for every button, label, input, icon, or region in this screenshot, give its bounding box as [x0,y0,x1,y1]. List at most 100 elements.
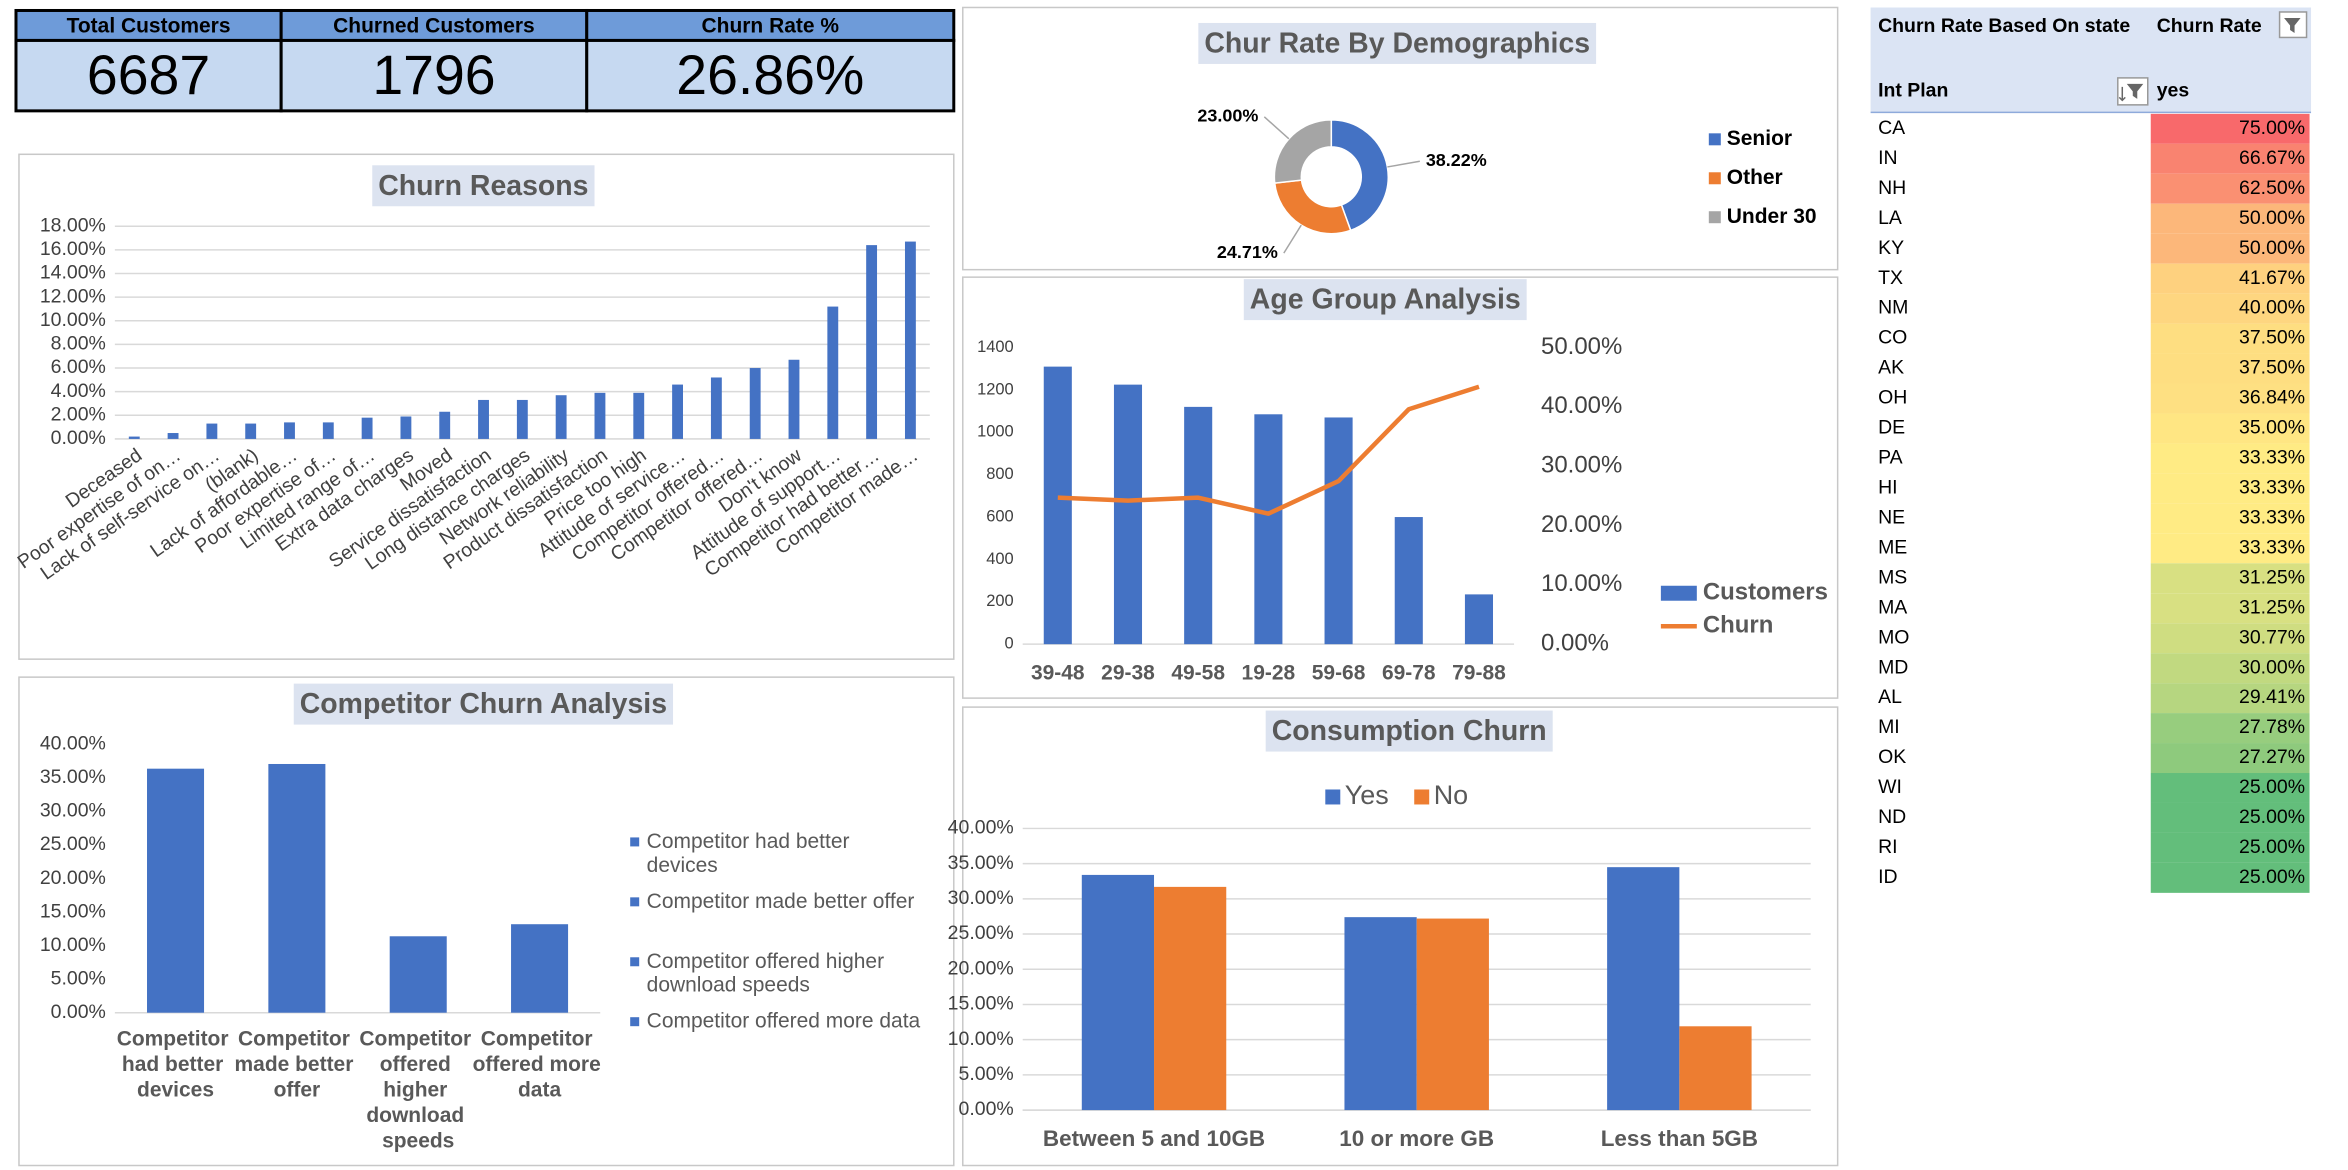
bar [322,422,334,439]
table-subheader: yes [2157,80,2190,102]
x-tick-label: Competitor made better offer [235,1027,360,1101]
state-cell: MI [1878,716,1900,738]
chart-title-bg [293,683,674,725]
state-cell: ND [1878,806,1906,828]
bar [904,241,916,439]
state-cell: ME [1878,536,1907,558]
bar [749,368,761,439]
table-subheader: Int Plan [1878,80,1948,102]
rate-cell: 27.78% [2239,716,2305,738]
heat-cell [2150,802,2310,833]
state-cell: AL [1878,686,1902,708]
y-tick-label: 14.00% [40,262,106,284]
rate-cell: 33.33% [2239,536,2305,558]
rate-cell: 31.25% [2239,566,2305,588]
y-tick-label: 200 [986,592,1013,610]
bar [827,306,839,439]
bar [206,423,218,439]
state-cell: NM [1878,297,1908,319]
leader-line [1387,160,1420,168]
y-tick-label: 15.00% [40,900,106,922]
kpi-header-bg [279,8,589,42]
heat-cell [2150,143,2310,174]
kpi-value: 26.86% [676,44,864,106]
table-header: Churn Rate [2157,15,2262,37]
heat-cell [2150,683,2310,714]
legend-label: Competitor offered more data [647,1009,921,1032]
legend-label: Competitor offered higher download speed… [647,949,890,996]
pie-slice [1273,179,1352,235]
rate-cell: 75.00% [2239,117,2305,139]
kpi-value-bg [585,38,956,113]
x-tick-label: 39-48 [1031,662,1085,685]
heat-cell [2150,323,2310,354]
legend-swatch [630,897,640,907]
chart-title-bg [1243,279,1527,321]
legend-label: Other [1727,166,1783,189]
y-tick-label: 8.00% [51,333,106,355]
state-cell: CA [1878,117,1905,139]
rate-cell: 25.00% [2239,866,2305,888]
y-tick-label: 30.00% [948,887,1014,909]
y-tick-label: 0.00% [959,1098,1014,1120]
bar [147,768,205,1013]
bar [1113,384,1143,645]
y-tick-label: 12.00% [40,285,106,307]
heat-cell [2150,653,2310,684]
y2-tick-label: 0.00% [1541,630,1609,657]
filter-button[interactable] [2278,11,2308,39]
legend-label: Competitor had better devices [647,829,856,876]
data-label: 24.71% [1217,242,1278,262]
heat-cell [2150,203,2310,234]
bar [1081,874,1155,1111]
bar [633,392,645,439]
bar [268,763,326,1013]
y-tick-label: 30.00% [40,800,106,822]
chart-title-bg [1265,710,1553,752]
chart-title: Consumption Churn [1272,715,1547,747]
heat-cell [2150,533,2310,564]
x-tick-label: Competitor had better devices [117,1027,235,1101]
bar [672,384,683,439]
y-tick-label: 25.00% [40,833,106,855]
kpi-label: Churned Customers [333,15,535,38]
y-tick-label: 5.00% [959,1063,1014,1085]
state-cell: DE [1878,417,1905,439]
x-tick-label: 59-68 [1312,662,1366,685]
rate-cell: 33.33% [2239,447,2305,469]
heat-cell [2150,263,2310,294]
bar [1344,917,1417,1111]
bar [245,423,257,439]
state-cell: NE [1878,506,1905,528]
y-tick-label: 40.00% [948,817,1014,839]
bar [361,417,373,439]
legend-label: Yes [1345,780,1389,810]
chart-title-bg [372,165,595,207]
chart-title: Age Group Analysis [1250,284,1521,316]
kpi-header-bg [585,8,956,42]
data-label: 38.22% [1426,150,1487,170]
heat-cell [2150,353,2310,384]
rate-cell: 30.77% [2239,626,2305,648]
y2-tick-label: 10.00% [1541,570,1622,597]
y-tick-label: 16.00% [40,238,106,260]
bar [594,392,606,439]
rate-cell: 41.67% [2239,267,2305,289]
heat-cell [2150,773,2310,803]
kpi-value: 1796 [372,44,495,106]
heat-cell [2150,743,2310,774]
rate-cell: 50.00% [2239,237,2305,259]
rate-cell: 37.50% [2239,357,2305,379]
bar [1679,1026,1752,1111]
filter-button[interactable] [2117,77,2149,106]
kpi-label: Total Customers [67,15,231,38]
y-tick-label: 4.00% [51,380,106,402]
heat-cell [2150,443,2310,474]
state-cell: PA [1878,447,1903,469]
state-cell: KY [1878,237,1904,259]
legend-swatch [630,837,640,847]
table-header-bg [1870,7,2312,113]
leader-line [1283,224,1302,254]
heat-cell [2150,473,2310,504]
